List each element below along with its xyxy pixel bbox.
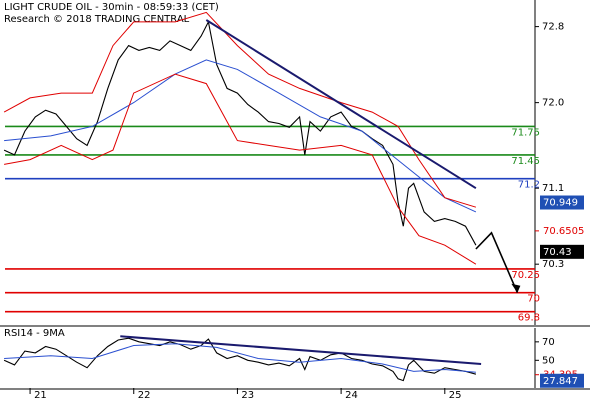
arrow-head [511,283,521,293]
price-tag-label: 70.949 [543,198,578,209]
series-line [4,73,477,265]
level-label: 71.75 [511,127,540,138]
series-line [4,59,477,213]
price-tag-box [540,373,584,388]
y-tick-label: 70.3 [542,259,564,270]
price-tag-box [540,195,584,210]
level-label: 69.8 [518,313,540,324]
level-label: 70 [527,294,540,305]
y-tick-label: 72.8 [542,22,564,33]
x-tick-label: 25 [449,390,462,400]
level-label: 71.2 [518,180,540,191]
forecast-arrow [475,231,519,294]
series-line [3,11,477,208]
series-line [3,20,477,246]
level-label: 70.25 [511,270,540,281]
price-tag-box [540,244,584,259]
trendline [205,19,477,190]
series-line [4,343,476,373]
y-tick-label: 70 [542,337,555,348]
indicator-title: RSI14 - 9MA [4,328,65,339]
x-tick-label: 22 [138,390,151,400]
price-tag-label: 70.6505 [543,226,584,237]
x-tick-label: 24 [345,390,358,400]
chart-title: LIGHT CRUDE OIL - 30min - 08:59:33 (CET) [4,2,219,13]
y-tick-label: 71.1 [542,183,564,194]
chart-subtitle: Research © 2018 TRADING CENTRAL [4,14,190,25]
y-tick-label: 72.0 [542,98,564,109]
price-tag-label: 27.847 [543,376,578,387]
trendline [120,335,482,365]
x-tick-label: 23 [241,390,254,400]
y-tick-label: 50 [542,355,555,366]
x-tick-label: 21 [34,390,47,400]
series-line [3,337,477,382]
level-label: 71.45 [511,156,540,167]
price-tag-label: 70.43 [543,247,572,258]
